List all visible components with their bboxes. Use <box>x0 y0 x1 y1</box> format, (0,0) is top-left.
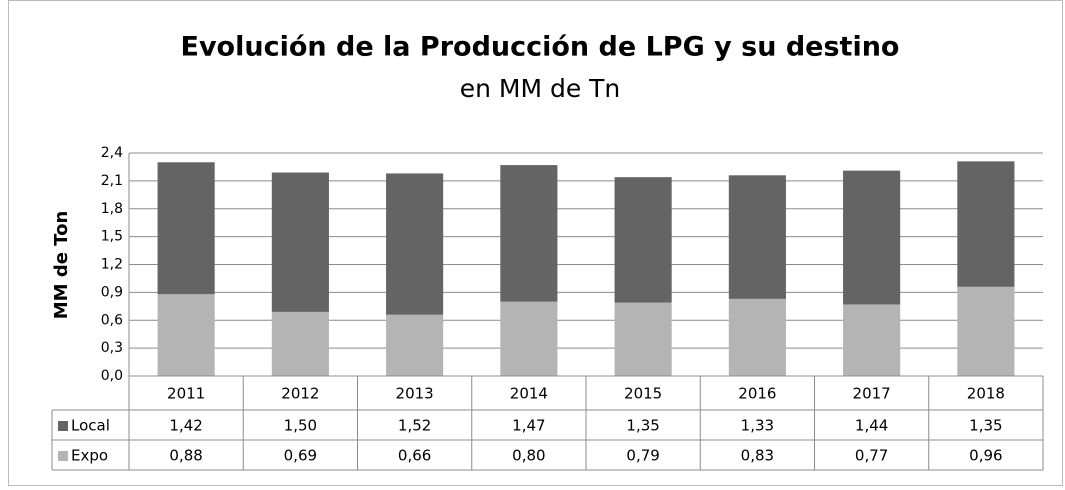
x-tick-label: 2013 <box>396 385 434 403</box>
bar-segment <box>843 170 901 305</box>
chart-subtitle: en MM de Tn <box>460 74 621 103</box>
x-tick-label: 2012 <box>281 385 319 403</box>
x-tick-label: 2016 <box>738 385 776 403</box>
bar-segment <box>271 311 329 376</box>
y-tick-label: 0,6 <box>101 312 123 328</box>
table-value: 0,83 <box>741 447 774 465</box>
y-tick-label: 2,4 <box>101 145 123 161</box>
bar-segment <box>614 302 672 376</box>
bar-segment <box>157 162 215 295</box>
table-value: 1,50 <box>284 417 317 435</box>
table-value: 1,42 <box>169 417 202 435</box>
table-value: 0,69 <box>284 447 317 465</box>
chart-title: Evolución de la Producción de LPG y su d… <box>181 32 900 63</box>
table-value: 1,33 <box>741 417 774 435</box>
legend-swatch <box>58 421 68 431</box>
legend-label: Local <box>71 417 110 435</box>
bar-segment <box>500 165 558 302</box>
y-tick-label: 0,3 <box>101 340 123 356</box>
y-tick-label: 0,9 <box>101 284 123 300</box>
table-value: 0,66 <box>398 447 431 465</box>
x-tick-label: 2017 <box>853 385 891 403</box>
x-tick-label: 2018 <box>967 385 1005 403</box>
table-value: 1,47 <box>512 417 545 435</box>
bar-segment <box>386 314 444 376</box>
bar-segment <box>614 177 672 303</box>
bar-segment <box>386 173 444 315</box>
table-value: 0,77 <box>855 447 888 465</box>
y-tick-label: 2,1 <box>101 173 123 189</box>
bar-segment <box>843 304 901 376</box>
table-value: 1,52 <box>398 417 431 435</box>
table-value: 0,96 <box>969 447 1002 465</box>
bar-segment <box>957 161 1015 287</box>
x-tick-label: 2015 <box>624 385 662 403</box>
y-axis-label: MM de Ton <box>51 211 72 320</box>
bar-segment <box>271 172 329 312</box>
y-tick-label: 0,0 <box>101 368 123 384</box>
y-tick-label: 1,8 <box>101 201 123 217</box>
x-tick-label: 2014 <box>510 385 548 403</box>
table-value: 1,35 <box>969 417 1002 435</box>
y-tick-label: 1,5 <box>101 229 123 245</box>
bar-segment <box>500 301 558 376</box>
table-value: 1,44 <box>855 417 888 435</box>
legend-swatch <box>58 451 68 461</box>
bar-segment <box>728 298 786 376</box>
table-value: 0,88 <box>169 447 202 465</box>
table-value: 0,80 <box>512 447 545 465</box>
bar-segment <box>157 294 215 376</box>
table-value: 0,79 <box>626 447 659 465</box>
table-value: 1,35 <box>626 417 659 435</box>
legend-label: Expo <box>71 447 108 465</box>
y-tick-label: 1,2 <box>101 257 123 273</box>
bar-segment <box>957 286 1015 376</box>
x-tick-label: 2011 <box>167 385 205 403</box>
bar-segment <box>728 175 786 299</box>
